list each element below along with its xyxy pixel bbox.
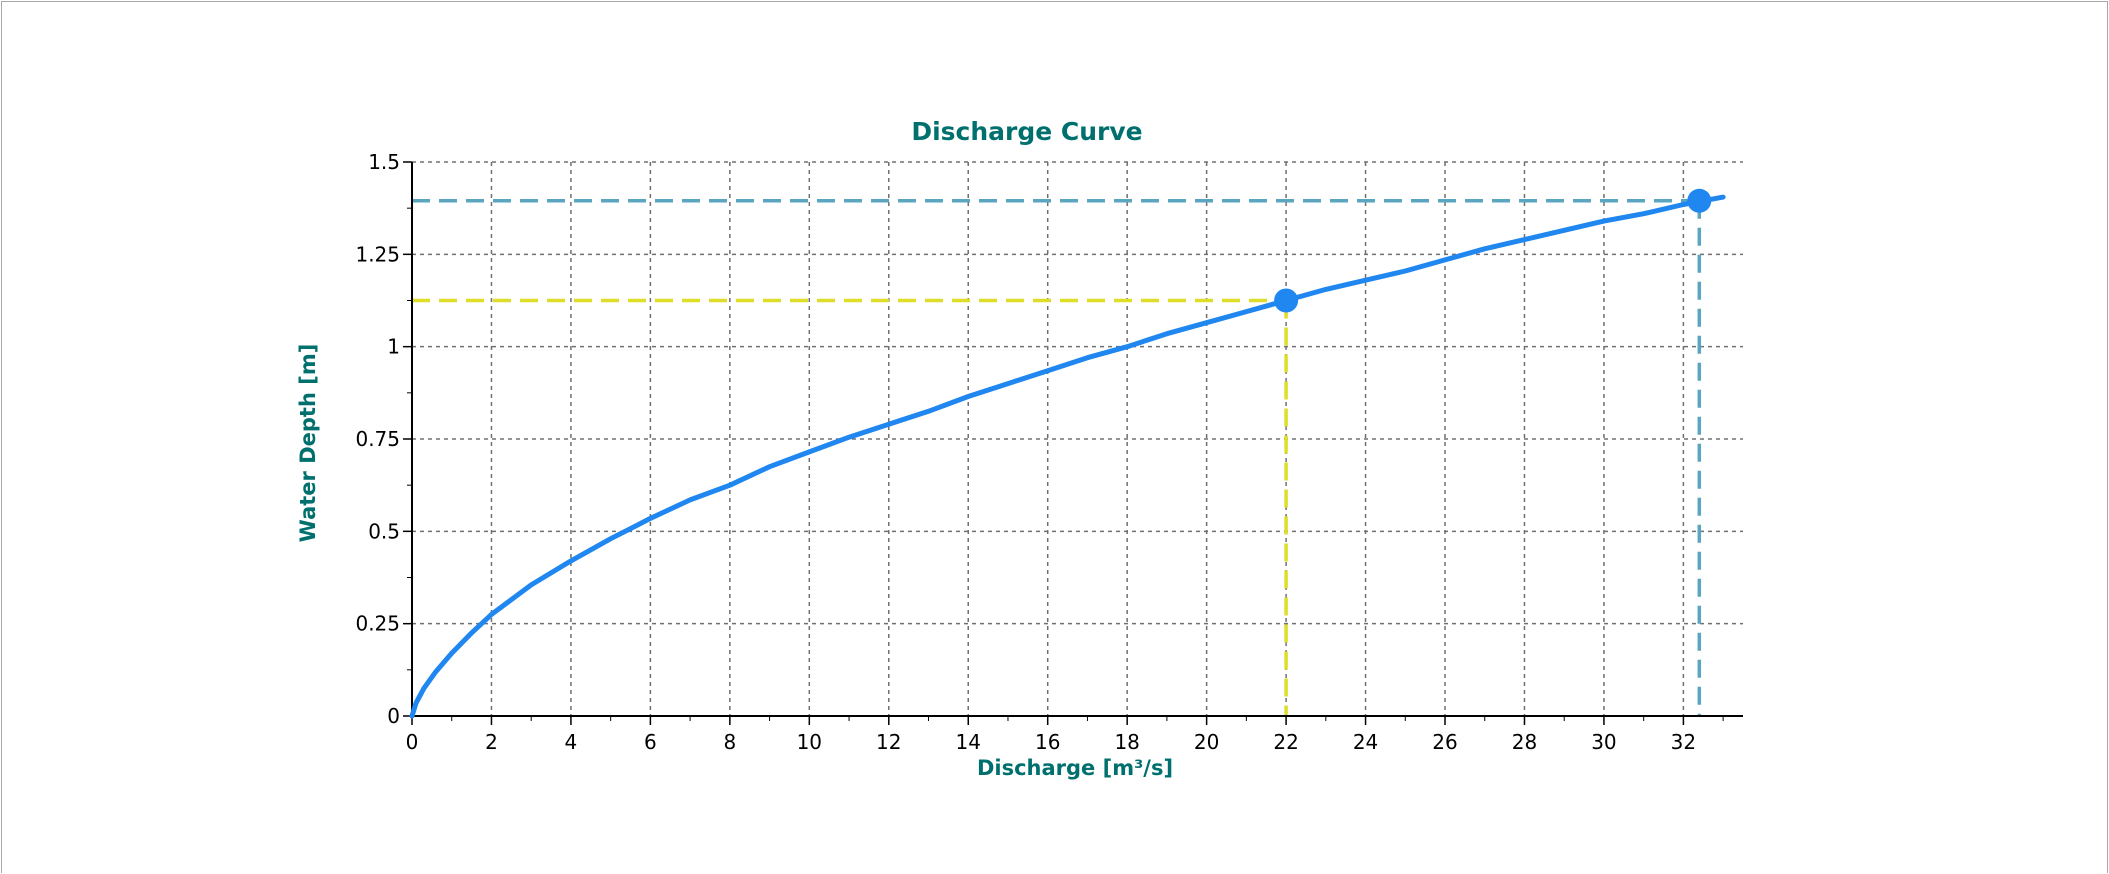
x-tick-label: 16 [1035, 730, 1060, 754]
y-tick-label: 1.5 [368, 150, 400, 174]
x-tick-label: 28 [1512, 730, 1537, 754]
marker-point-1[interactable] [1274, 288, 1299, 313]
chart-title: Discharge Curve [911, 117, 1142, 146]
x-tick-label: 12 [876, 730, 901, 754]
x-tick-label: 20 [1194, 730, 1219, 754]
x-tick-label: 26 [1432, 730, 1457, 754]
y-tick-label: 0 [387, 704, 400, 728]
x-tick-label: 22 [1273, 730, 1298, 754]
x-tick-label: 10 [797, 730, 822, 754]
marker-guides [412, 199, 1702, 716]
y-tick-label: 1.25 [355, 242, 400, 266]
x-tick-label: 32 [1671, 730, 1696, 754]
x-tick-label: 2 [485, 730, 498, 754]
x-tick-label: 24 [1353, 730, 1378, 754]
grid [412, 161, 1743, 716]
series-line-1 [409, 194, 1726, 719]
y-tick-label: 0.25 [355, 612, 400, 636]
series-layer [409, 194, 1726, 719]
y-tick-label: 0.5 [368, 519, 400, 543]
marker-point-2[interactable] [1687, 188, 1712, 213]
x-tick-label: 8 [723, 730, 736, 754]
x-tick-label: 0 [406, 730, 419, 754]
x-tick-label: 6 [644, 730, 657, 754]
x-axis-title: Discharge [m³/s] [977, 756, 1173, 780]
y-axis-title: Water Depth [m] [296, 344, 320, 543]
x-tick-label: 4 [565, 730, 578, 754]
x-tick-label: 18 [1114, 730, 1139, 754]
x-tick-label: 30 [1591, 730, 1616, 754]
y-tick-label: 1 [387, 335, 400, 359]
x-tick-label: 14 [956, 730, 981, 754]
y-tick-label: 0.75 [355, 427, 400, 451]
x-axis-ticks: 0 2 4 6 8 10 12 14 16 18 20 22 24 26 28 30 32 [406, 716, 1724, 754]
markers-layer [1274, 188, 1712, 313]
y-axis-ticks: 0 0.25 0.5 0.75 1 1.25 1.5 [355, 150, 412, 728]
